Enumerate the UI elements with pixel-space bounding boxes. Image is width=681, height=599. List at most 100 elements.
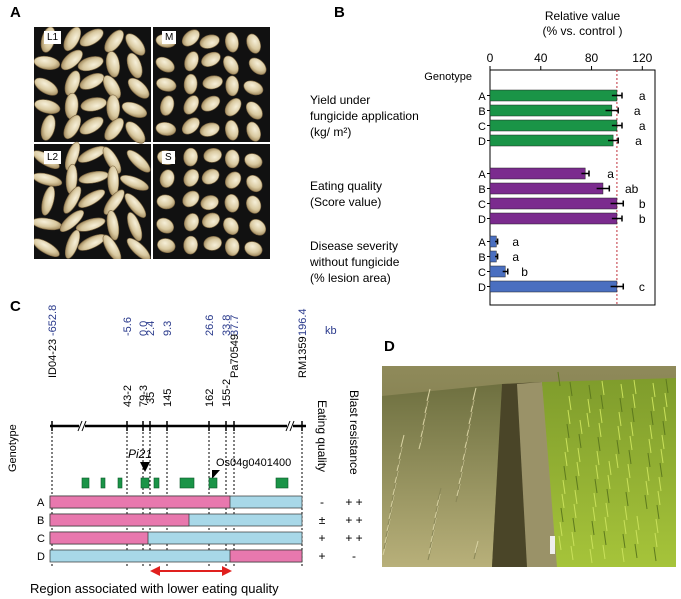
region-caption: Region associated with lower eating qual… bbox=[30, 581, 279, 596]
line-break bbox=[287, 422, 293, 430]
genotype-tick-label: C bbox=[478, 121, 486, 133]
marker-label: 155-2 bbox=[221, 379, 233, 407]
break-mark bbox=[285, 420, 291, 432]
leaf-stroke bbox=[571, 531, 575, 547]
gene-pi21-label: Pi21 bbox=[128, 447, 152, 461]
leaf-stroke bbox=[606, 488, 610, 504]
genotype-tick-label: D bbox=[478, 214, 486, 226]
leaf-stroke bbox=[599, 408, 603, 424]
gene-box bbox=[275, 477, 289, 489]
leaf-stroke bbox=[620, 383, 624, 399]
position-label: 37.7 bbox=[229, 315, 241, 336]
x-tick-label: 40 bbox=[534, 51, 548, 65]
significance-letter: a bbox=[639, 89, 646, 103]
genotype-row-label: D bbox=[37, 551, 45, 563]
leaf-stroke bbox=[426, 388, 431, 402]
rice-grain bbox=[201, 168, 220, 185]
rice-grain bbox=[127, 212, 143, 242]
leaf-stroke bbox=[644, 494, 648, 510]
leaf-stroke bbox=[623, 519, 627, 535]
leaf-stroke bbox=[617, 425, 621, 441]
leaf-stroke bbox=[661, 434, 665, 450]
leaf-stroke bbox=[586, 412, 590, 428]
introgression-segment bbox=[49, 495, 231, 509]
arrow-head-right bbox=[222, 566, 232, 576]
significance-letter: a bbox=[607, 167, 614, 181]
rice-grain bbox=[183, 235, 198, 255]
leaf-stroke bbox=[474, 540, 479, 554]
break-mark bbox=[81, 420, 87, 432]
rice-grain bbox=[246, 195, 262, 214]
rice-field-image bbox=[381, 366, 676, 567]
chart-title: Relative value bbox=[545, 9, 621, 23]
eating-quality-value: + bbox=[318, 549, 325, 563]
rice-grain bbox=[156, 217, 174, 234]
eating-quality-header: Eating quality bbox=[315, 400, 329, 472]
marker-label: ID04-23 bbox=[47, 339, 59, 378]
leaf-stroke bbox=[650, 410, 654, 426]
marker-label: 79-3 bbox=[138, 385, 150, 407]
leaf-stroke bbox=[472, 387, 477, 401]
marker-label: 145 bbox=[162, 389, 174, 407]
leaf-stroke bbox=[592, 506, 596, 522]
x-tick-label: 120 bbox=[632, 51, 652, 65]
leaf-stroke bbox=[647, 452, 651, 468]
gene-os-label: Os04g0401400 bbox=[216, 457, 291, 469]
rice-grain bbox=[225, 32, 239, 53]
genotype-tick-label: D bbox=[478, 282, 486, 294]
rice-grain bbox=[78, 189, 106, 208]
gene-box bbox=[153, 477, 160, 489]
leaf-stroke bbox=[633, 379, 637, 395]
line-break bbox=[79, 422, 85, 430]
leaf-stroke bbox=[616, 439, 620, 455]
leaf-stroke bbox=[400, 434, 405, 448]
leaf-stroke bbox=[564, 451, 568, 467]
rice-grain bbox=[199, 122, 220, 137]
leaf-stroke bbox=[601, 380, 605, 396]
os-arrow bbox=[212, 470, 220, 479]
panel-b-letter: B bbox=[334, 4, 345, 21]
leaf-stroke bbox=[596, 450, 600, 466]
blast-resistance-value: + + bbox=[345, 495, 362, 509]
leaf-stroke bbox=[651, 396, 655, 412]
leaf-stroke bbox=[598, 422, 602, 438]
genotype-tick-label: A bbox=[478, 169, 486, 181]
leaf-stroke bbox=[619, 397, 623, 413]
leaf-stroke bbox=[662, 420, 666, 436]
chart-subtitle: (% vs. control ) bbox=[542, 24, 622, 38]
rice-grain bbox=[246, 33, 261, 54]
rice-grain bbox=[203, 147, 222, 163]
rice-grain bbox=[243, 80, 264, 96]
leaf-stroke bbox=[594, 478, 598, 494]
leaf-stroke bbox=[653, 546, 657, 562]
introgression-segment bbox=[49, 513, 190, 527]
leaf-stroke bbox=[657, 490, 661, 506]
field-photo bbox=[381, 366, 676, 567]
rice-grain bbox=[201, 95, 221, 112]
genotype-row-label: A bbox=[37, 497, 45, 509]
leaf-stroke bbox=[649, 424, 653, 440]
group-label: Yield under bbox=[310, 93, 370, 107]
leaf-stroke bbox=[632, 393, 636, 409]
leaf-stroke bbox=[588, 384, 592, 400]
rice-grain bbox=[156, 77, 177, 92]
rice-grain bbox=[157, 238, 176, 254]
leaf-stroke bbox=[602, 544, 606, 560]
panel-d-letter: D bbox=[384, 338, 395, 355]
eating-quality-value: + bbox=[318, 531, 325, 545]
rice-grain bbox=[33, 55, 61, 70]
leaf-stroke bbox=[593, 492, 597, 508]
rice-grain bbox=[183, 95, 200, 115]
leaf-stroke bbox=[574, 489, 578, 505]
significance-letter: b bbox=[639, 212, 646, 226]
photo-label-l1: L1 bbox=[44, 31, 62, 44]
rice-grain bbox=[121, 101, 148, 118]
rice-grain bbox=[183, 147, 198, 167]
leaf-stroke bbox=[559, 521, 563, 537]
rice-grain bbox=[181, 29, 200, 47]
rice-grain bbox=[80, 97, 107, 112]
group-label: (Score value) bbox=[310, 195, 381, 209]
group-label: Eating quality bbox=[310, 179, 382, 193]
marker-label: RM1359 bbox=[297, 336, 309, 378]
